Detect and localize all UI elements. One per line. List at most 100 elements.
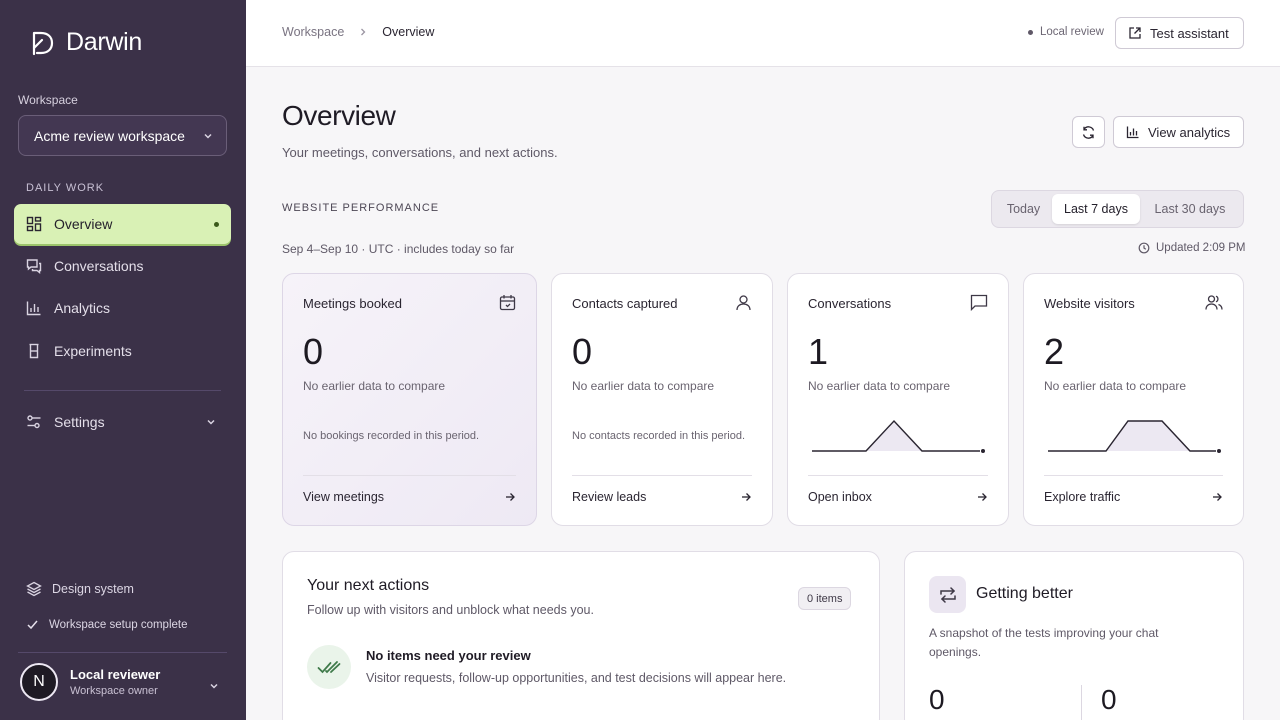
sparkline <box>812 419 985 453</box>
card-title: Website visitors <box>1044 296 1135 311</box>
external-link-icon <box>1129 27 1141 39</box>
breadcrumb: Workspace Overview <box>282 25 434 39</box>
arrow-right-icon <box>978 493 987 501</box>
card-link-label: View meetings <box>303 490 385 504</box>
sliders-icon <box>27 415 41 429</box>
card-compare: No earlier data to compare <box>303 379 446 393</box>
view-meetings-link[interactable]: View meetings <box>303 490 516 504</box>
arrow-right-icon <box>1213 493 1222 501</box>
daily-work-label: DAILY WORK <box>26 182 105 194</box>
next-actions-panel: Your next actions Follow up with visitor… <box>282 551 880 720</box>
card-link-label: Open inbox <box>808 490 872 504</box>
getting-better-title: Getting better <box>976 585 1073 602</box>
sidebar: Darwin Workspace Acme review workspace D… <box>0 0 246 720</box>
message-icon <box>970 294 988 311</box>
setup-status-label: Workspace setup complete <box>49 618 188 631</box>
workspace-select[interactable]: Acme review workspace <box>18 115 227 156</box>
sidebar-item-label: Conversations <box>54 258 144 274</box>
sidebar-item-label: Experiments <box>54 343 132 359</box>
updated-timestamp: Updated 2:09 PM <box>1138 242 1246 254</box>
breadcrumb-workspace[interactable]: Workspace <box>282 25 345 39</box>
test-assistant-button[interactable]: Test assistant <box>1115 17 1244 49</box>
chevron-down-icon <box>204 133 212 139</box>
topbar: Workspace Overview Local review Test ass… <box>246 0 1280 67</box>
range-today[interactable]: Today <box>1006 202 1041 216</box>
chat-icon <box>26 259 42 274</box>
setup-status: Workspace setup complete <box>26 618 188 631</box>
status-dot <box>1028 29 1033 35</box>
chevron-right-icon <box>361 28 366 36</box>
card-divider <box>1044 475 1223 476</box>
updated-label: Updated 2:09 PM <box>1156 242 1246 254</box>
sidebar-item-settings[interactable]: Settings <box>14 402 231 442</box>
brand-name: Darwin <box>66 28 142 56</box>
next-actions-subtitle: Follow up with visitors and unblock what… <box>307 603 594 617</box>
open-inbox-link[interactable]: Open inbox <box>808 490 988 504</box>
stat-value: 0 <box>929 684 945 715</box>
card-title: Conversations <box>808 296 892 311</box>
test-assistant-label: Test assistant <box>1150 25 1229 41</box>
sidebar-item-label: Settings <box>54 414 105 430</box>
stat-divider <box>1081 685 1082 720</box>
check-icon <box>27 620 38 630</box>
grid-icon <box>26 216 42 232</box>
calendar-icon <box>499 295 516 311</box>
sidebar-footer-divider <box>18 652 227 653</box>
card-divider <box>808 475 988 476</box>
darwin-logo-icon <box>32 31 54 55</box>
breadcrumb-current: Overview <box>382 25 435 39</box>
empty-state-description: Visitor requests, follow-up opportunitie… <box>366 671 787 685</box>
card-value: 2 <box>1044 331 1065 372</box>
card-compare: No earlier data to compare <box>572 379 715 393</box>
section-label: WEBSITE PERFORMANCE <box>282 202 440 214</box>
range-last-7-days[interactable]: Last 7 days <box>1052 194 1140 224</box>
view-analytics-label: View analytics <box>1148 124 1231 140</box>
explore-traffic-link[interactable]: Explore traffic <box>1044 490 1223 504</box>
chevron-down-icon <box>207 419 215 425</box>
double-check-icon <box>307 645 351 689</box>
arrow-right-icon <box>506 493 515 501</box>
user-menu[interactable]: N Local reviewer Workspace owner <box>20 663 160 701</box>
empty-state-title: No items need your review <box>366 648 531 663</box>
range-description: Sep 4–Sep 10 · UTC · includes today so f… <box>282 242 515 256</box>
next-actions-title: Your next actions <box>307 577 430 594</box>
card-link-label: Review leads <box>572 490 647 504</box>
refresh-button[interactable] <box>1072 116 1105 148</box>
sidebar-item-conversations[interactable]: Conversations <box>14 246 231 286</box>
card-divider <box>303 475 516 476</box>
design-system-label: Design system <box>52 582 134 596</box>
sidebar-item-label: Overview <box>54 216 113 232</box>
bar-chart-icon <box>26 301 41 316</box>
workspace-label: Workspace <box>18 93 78 107</box>
sidebar-item-label: Analytics <box>54 300 111 316</box>
user-role: Workspace owner <box>70 685 158 697</box>
user-icon <box>736 295 751 311</box>
brand-logo[interactable]: Darwin <box>28 28 142 57</box>
items-count-badge: 0 items <box>798 587 852 610</box>
design-system-link[interactable]: Design system <box>26 581 134 597</box>
layers-icon <box>26 581 42 597</box>
repeat-icon <box>929 576 966 613</box>
range-last-30-days[interactable]: Last 30 days <box>1154 202 1226 216</box>
sidebar-item-overview[interactable]: Overview <box>14 204 231 244</box>
local-review-label: Local review <box>1040 26 1104 38</box>
refresh-icon <box>1082 125 1095 139</box>
local-review-status: Local review <box>1028 26 1104 38</box>
users-icon <box>1205 295 1223 310</box>
review-leads-link[interactable]: Review leads <box>572 490 752 504</box>
chevron-down-icon[interactable] <box>208 680 220 692</box>
avatar: N <box>20 663 58 701</box>
sidebar-item-analytics[interactable]: Analytics <box>14 288 231 328</box>
card-empty-message: No bookings recorded in this period. <box>303 430 480 442</box>
sidebar-item-experiments[interactable]: Experiments <box>14 331 231 371</box>
view-analytics-button[interactable]: View analytics <box>1113 116 1244 148</box>
flask-icon <box>29 343 39 359</box>
getting-better-panel: Getting better A snapshot of the tests i… <box>904 551 1244 720</box>
metric-card-visitors: Website visitors 2 No earlier data to co… <box>1023 273 1244 526</box>
user-name: Local reviewer <box>70 667 161 682</box>
page-subtitle: Your meetings, conversations, and next a… <box>282 145 558 160</box>
active-indicator-dot <box>214 221 219 227</box>
metric-card-conversations: Conversations 1 No earlier data to compa… <box>787 273 1009 526</box>
card-compare: No earlier data to compare <box>808 379 951 393</box>
card-title: Contacts captured <box>572 296 678 311</box>
